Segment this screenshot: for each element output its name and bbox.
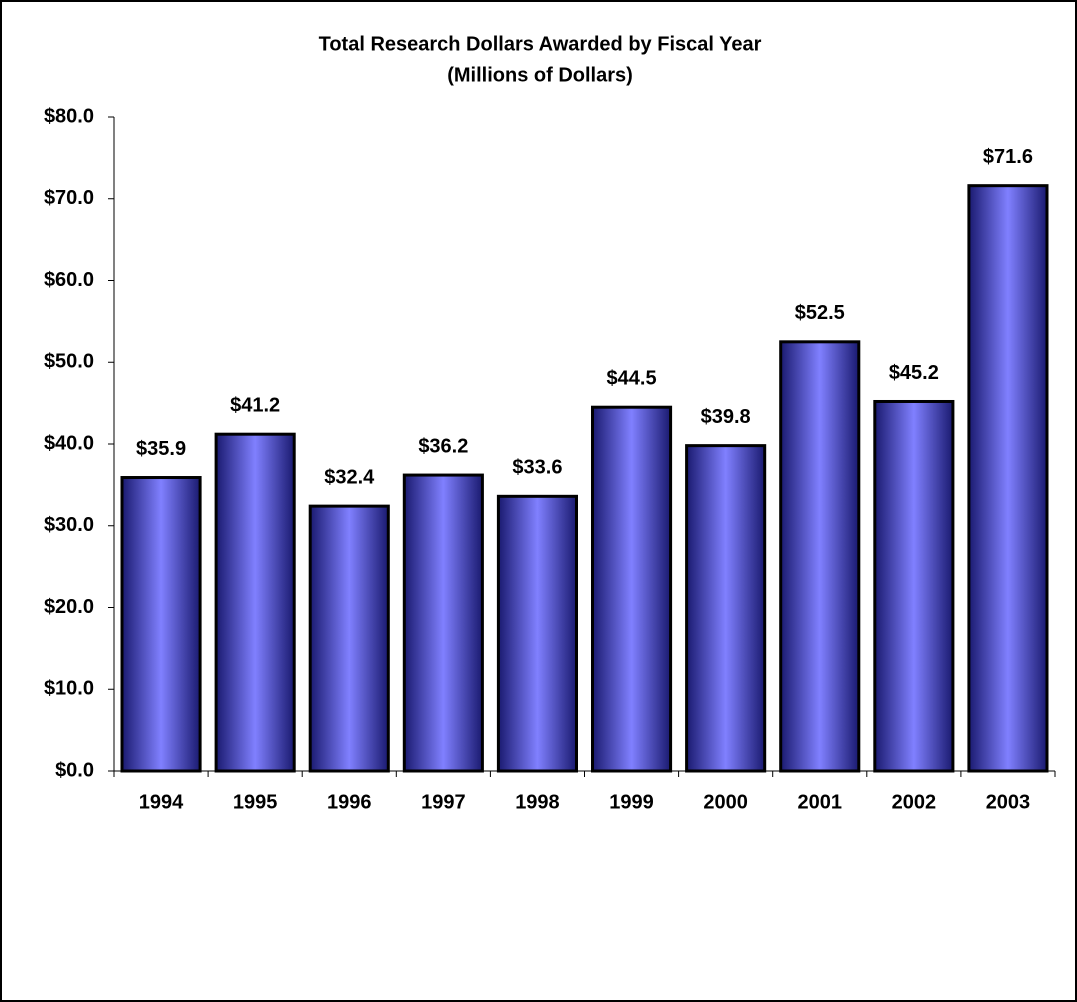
x-tick-label: 1999 xyxy=(609,791,654,813)
y-tick-label: $0.0 xyxy=(55,759,94,781)
y-tick-label: $30.0 xyxy=(44,514,94,536)
y-tick-label: $60.0 xyxy=(44,269,94,291)
bar xyxy=(967,184,1049,773)
data-label: $44.5 xyxy=(607,367,657,389)
bar xyxy=(214,432,296,773)
x-tick-label: 1995 xyxy=(233,791,278,813)
bar xyxy=(496,494,579,773)
y-tick-label: $20.0 xyxy=(44,596,94,618)
chart-title: Total Research Dollars Awarded by Fiscal… xyxy=(319,33,762,55)
y-tick-label: $40.0 xyxy=(44,432,94,454)
bar xyxy=(873,399,955,773)
bar xyxy=(308,504,390,773)
data-label: $32.4 xyxy=(324,466,375,488)
x-tick-label: 1996 xyxy=(327,791,372,813)
chart-subtitle: (Millions of Dollars) xyxy=(447,64,633,86)
bar xyxy=(590,405,673,773)
data-label: $36.2 xyxy=(418,435,468,457)
x-tick-label: 2001 xyxy=(798,791,843,813)
bar xyxy=(402,473,484,773)
y-tick-label: $70.0 xyxy=(44,187,94,209)
data-label: $33.6 xyxy=(512,457,562,479)
data-label: $71.6 xyxy=(983,146,1033,168)
x-tick-label: 1998 xyxy=(515,791,560,813)
data-label: $35.9 xyxy=(136,438,186,460)
bar xyxy=(120,476,202,773)
data-label: $41.2 xyxy=(230,394,280,416)
x-tick-label: 2002 xyxy=(892,791,937,813)
x-tick-label: 2000 xyxy=(703,791,748,813)
y-tick-label: $80.0 xyxy=(44,105,94,127)
x-tick-label: 1994 xyxy=(139,791,184,813)
x-tick-label: 2003 xyxy=(986,791,1031,813)
data-label: $52.5 xyxy=(795,302,845,324)
bar xyxy=(685,444,767,773)
y-tick-label: $10.0 xyxy=(44,678,94,700)
bar xyxy=(779,340,861,773)
data-label: $45.2 xyxy=(889,362,939,384)
x-tick-label: 1997 xyxy=(421,791,466,813)
y-tick-label: $50.0 xyxy=(44,351,94,373)
data-label: $39.8 xyxy=(701,406,751,428)
